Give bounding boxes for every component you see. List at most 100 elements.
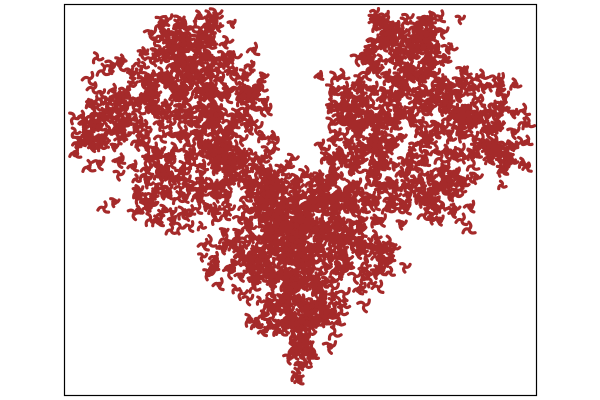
fractal-cell	[464, 103, 472, 111]
fractal-cell	[495, 86, 503, 94]
fractal-cell	[213, 112, 220, 118]
fractal-cell	[442, 83, 451, 91]
fractal-cell	[445, 129, 453, 137]
fractal-cell	[259, 235, 267, 242]
fractal-cell	[210, 206, 218, 214]
fractal-cell	[397, 220, 406, 228]
fractal-cell	[320, 205, 327, 212]
fractal-cell	[110, 87, 117, 94]
fractal-cell	[447, 135, 454, 142]
fractal-cell	[389, 37, 396, 44]
fractal-cell	[284, 240, 291, 248]
fractal-cell	[369, 84, 378, 93]
fractal-cell	[481, 141, 487, 148]
fractal-cell	[204, 184, 211, 190]
fractal-cell	[296, 377, 303, 385]
fractal-cell	[143, 72, 151, 80]
fractal-cell	[329, 198, 336, 205]
fractal-cell	[202, 144, 209, 151]
fractal-cell	[186, 119, 193, 127]
fractal-cell	[496, 76, 503, 83]
fractal-cell	[217, 91, 224, 98]
fractal-cell	[198, 150, 205, 158]
fractal-cell	[285, 273, 291, 280]
fractal-cell	[246, 86, 254, 94]
fractal-cell	[382, 244, 390, 252]
fractal-cell	[208, 264, 217, 272]
fractal-cell	[95, 123, 103, 131]
fractal-cell	[379, 109, 386, 116]
fractal-cell	[343, 199, 351, 206]
fractal-cell	[404, 49, 411, 56]
fractal-cell	[416, 23, 423, 31]
fractal-cell	[260, 310, 268, 319]
fractal-cell	[430, 61, 437, 68]
fractal-cell	[257, 251, 266, 259]
fractal-cell	[211, 102, 218, 109]
fractal-cell	[306, 267, 314, 275]
fractal-cell	[79, 113, 86, 120]
fractal-cell	[264, 106, 272, 113]
fractal-cell	[116, 58, 123, 64]
fractal-cell	[416, 99, 422, 105]
fractal-cell	[375, 243, 382, 249]
fractal-cell	[155, 172, 162, 179]
fractal-cell	[414, 195, 421, 203]
fractal-cell	[299, 261, 306, 268]
fractal-cell	[122, 101, 129, 108]
fractal-cell	[275, 300, 282, 307]
fractal-cell	[195, 12, 203, 21]
fractal-cell	[202, 52, 210, 60]
fractal-cell	[381, 44, 388, 51]
fractal-cell	[414, 91, 421, 98]
fractal-cell	[436, 167, 443, 174]
fractal-cell	[432, 148, 440, 155]
fractal-cell	[191, 119, 199, 127]
fractal-cell	[336, 113, 342, 120]
fractal-cell	[162, 30, 169, 37]
fractal-cell	[242, 257, 249, 263]
fractal-cell	[283, 246, 290, 252]
fractal-cell	[269, 133, 277, 141]
fractal-cell	[309, 220, 316, 227]
fractal-cell	[300, 275, 307, 282]
fractal-cell	[194, 104, 201, 111]
fractal-cell	[377, 164, 383, 171]
fractal-cell	[315, 72, 324, 80]
fractal-cell	[287, 285, 294, 292]
fractal-cell	[386, 89, 394, 96]
fractal-cell	[334, 189, 342, 197]
fractal-cell	[268, 281, 275, 289]
fractal-cell	[377, 183, 385, 191]
fractal-cell	[174, 109, 181, 115]
fractal-cell	[372, 233, 379, 240]
fractal-cell	[318, 178, 325, 185]
fractal-core	[71, 12, 531, 385]
fractal-cell	[209, 116, 216, 123]
fractal-cell	[250, 46, 257, 54]
fractal-cell	[407, 112, 415, 119]
fractal-cell	[180, 164, 187, 170]
fractal-cell	[223, 190, 231, 198]
fractal-cell	[477, 116, 485, 124]
fractal-cell	[221, 41, 228, 48]
fractal-cell	[418, 74, 426, 82]
fractal-cell	[393, 185, 400, 191]
fractal-cell	[207, 142, 214, 150]
fractal-cell	[484, 113, 491, 120]
fractal-cell	[235, 74, 241, 80]
fractal-cell	[263, 267, 270, 274]
fractal-cell	[289, 229, 296, 235]
fractal-cell	[186, 107, 193, 114]
fractal-cell	[260, 72, 268, 80]
fractal-cell	[454, 76, 463, 85]
fractal-cell	[248, 268, 256, 276]
fractal-cell	[377, 37, 384, 44]
fractal-cell	[434, 86, 441, 94]
fractal-cell	[327, 313, 333, 320]
fractal-cell	[187, 112, 194, 119]
fractal-cell	[201, 242, 208, 248]
fractal-cell	[159, 24, 165, 30]
fractal-cell	[399, 133, 406, 140]
fractal-cell	[379, 95, 387, 103]
